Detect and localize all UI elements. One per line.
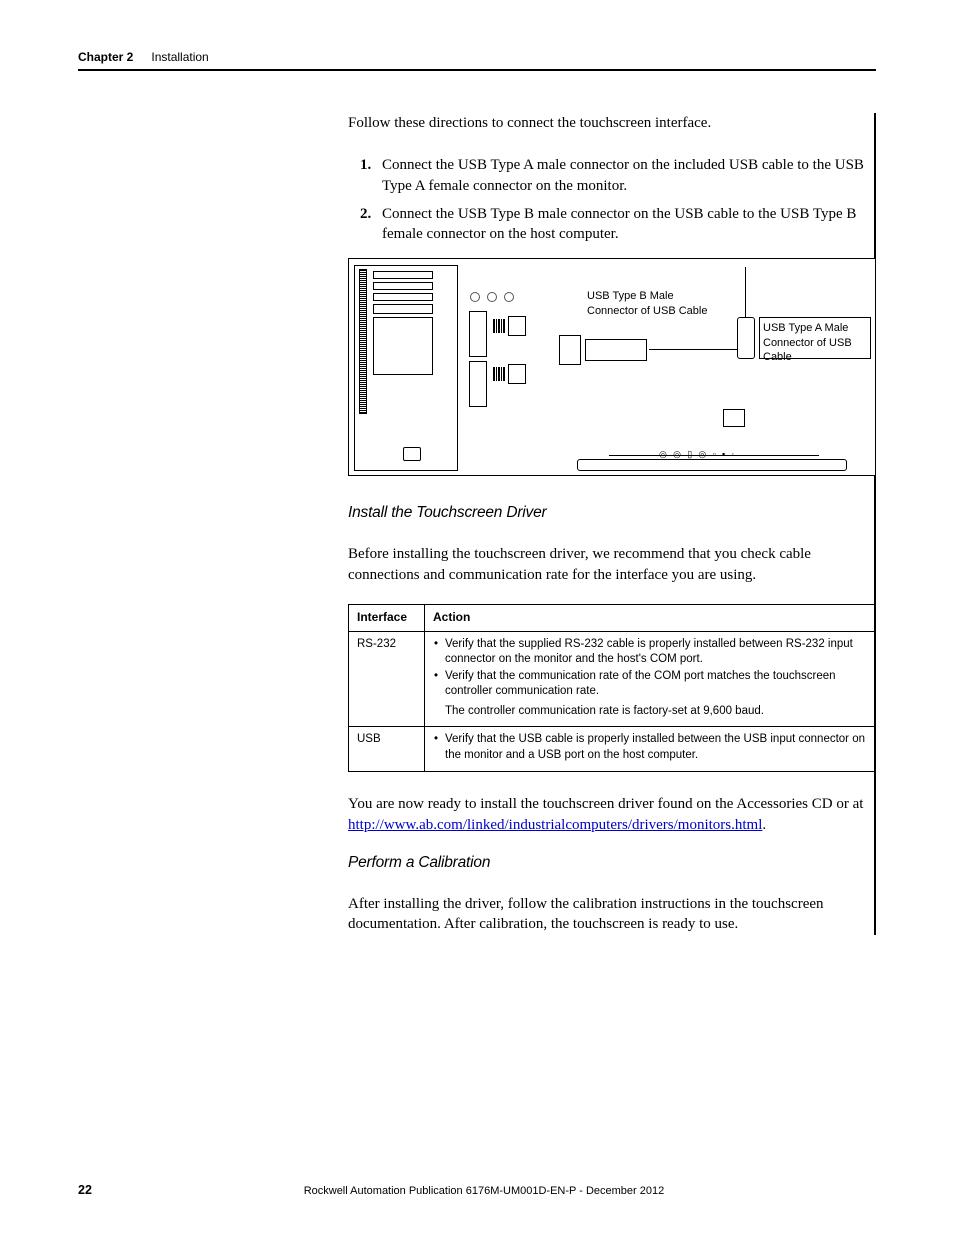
action-cell: Verify that the supplied RS-232 cable is… — [425, 631, 876, 727]
bay-icon — [373, 304, 433, 314]
step-text: Connect the USB Type A male connector on… — [382, 157, 864, 193]
interface-cell: RS-232 — [349, 631, 425, 727]
step-text: Connect the USB Type B male connector on… — [382, 206, 856, 242]
monitor-port-icon — [723, 409, 745, 427]
chapter-label: Chapter 2 — [78, 50, 133, 64]
section-heading: Install the Touchscreen Driver — [348, 504, 874, 522]
usb-socket-icon — [469, 361, 487, 407]
section-heading: Perform a Calibration — [348, 854, 874, 872]
ports-row-icon: ◎ ◎ ▯ ◎ ▫ ▪ · — [659, 449, 736, 460]
post-table-paragraph: You are now ready to install the touchsc… — [348, 794, 874, 835]
body-paragraph: After installing the driver, follow the … — [348, 894, 874, 935]
interface-table: Interface Action RS-232 Verify that the … — [348, 604, 876, 773]
page-number: 22 — [78, 1183, 92, 1197]
usb-connection-diagram: USB Type B Male Connector of USB Cable U… — [348, 258, 876, 476]
page-header: Chapter 2 Installation — [78, 50, 876, 71]
port-icon — [403, 447, 421, 461]
screw-icon — [504, 292, 514, 302]
bay-icon — [373, 293, 433, 301]
main-content: Follow these directions to connect the t… — [348, 113, 876, 935]
connector-block-icon — [559, 335, 581, 365]
action-bullet: Verify that the communication rate of th… — [445, 669, 867, 700]
usb-plug-head-icon — [508, 364, 526, 384]
bay-icon — [373, 282, 433, 290]
screw-icon — [470, 292, 480, 302]
chapter-title: Installation — [151, 50, 208, 64]
table-header: Action — [425, 604, 876, 631]
action-bullet: Verify that the supplied RS-232 cable is… — [445, 637, 867, 668]
table-row: RS-232 Verify that the supplied RS-232 c… — [349, 631, 876, 727]
interface-cell: USB — [349, 727, 425, 772]
instruction-list: 1.Connect the USB Type A male connector … — [348, 155, 874, 244]
driver-link[interactable]: http://www.ab.com/linked/industrialcompu… — [348, 817, 762, 833]
table-header: Interface — [349, 604, 425, 631]
diagram-label: USB Type A Male Connector of USB Cable — [763, 321, 868, 364]
cable-line-icon — [649, 349, 737, 350]
body-paragraph: Before installing the touchscreen driver… — [348, 544, 874, 585]
publication-line: Rockwell Automation Publication 6176M-UM… — [92, 1185, 876, 1197]
monitor-base-icon — [577, 459, 847, 471]
panel-icon — [373, 317, 433, 375]
usb-plug-icon — [493, 319, 505, 333]
table-header-row: Interface Action — [349, 604, 876, 631]
diagram-label: USB Type B Male Connector of USB Cable — [587, 289, 717, 318]
usb-plug-icon — [493, 367, 505, 381]
usb-socket-icon — [469, 311, 487, 357]
post-table-suffix: . — [762, 817, 766, 833]
screw-icon — [487, 292, 497, 302]
connector-block-icon — [585, 339, 647, 361]
bay-icon — [373, 271, 433, 279]
action-cell: Verify that the USB cable is properly in… — [425, 727, 876, 772]
usb-plug-head-icon — [508, 316, 526, 336]
instruction-step: 2.Connect the USB Type B male connector … — [382, 204, 864, 245]
vent-icon — [359, 269, 367, 414]
intro-paragraph: Follow these directions to connect the t… — [348, 113, 874, 133]
usb-a-plug-icon — [737, 317, 755, 359]
cable-line-icon — [745, 267, 746, 317]
table-row: USB Verify that the USB cable is properl… — [349, 727, 876, 772]
page-footer: 22 Rockwell Automation Publication 6176M… — [78, 1183, 876, 1197]
action-bullet: Verify that the USB cable is properly in… — [445, 732, 867, 763]
post-table-text: You are now ready to install the touchsc… — [348, 796, 863, 812]
action-note: The controller communication rate is fac… — [433, 704, 867, 720]
instruction-step: 1.Connect the USB Type A male connector … — [382, 155, 864, 196]
